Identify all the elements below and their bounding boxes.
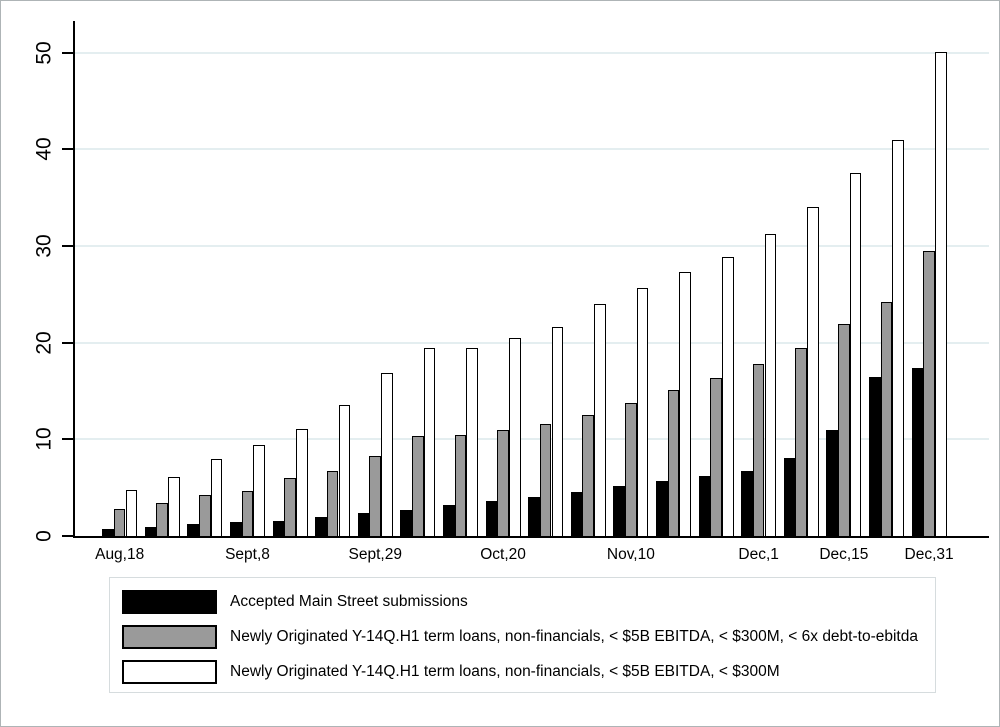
bar-accepted-submissions [783,457,796,536]
bar-y14-all [210,458,223,536]
y-tick-label: 50 [32,40,56,65]
y-gridline [74,341,989,344]
bar-accepted-submissions [869,377,881,536]
bar-y14-under-6x-ebitda [582,415,595,536]
y-tick-label: 10 [32,427,56,452]
x-tick-label: Dec,15 [819,546,869,563]
y-gridline [74,148,989,151]
bar-y14-under-6x-ebitda [710,378,722,536]
legend-label: Newly Originated Y-14Q.H1 term loans, no… [230,628,918,645]
bar-y14-all [636,287,649,536]
bar-accepted-submissions [570,492,583,536]
bar-accepted-submissions [230,522,242,536]
bar-y14-all [594,303,606,536]
x-tick-label: Dec,31 [904,546,954,563]
bar-y14-all [721,256,734,536]
bar-y14-under-6x-ebitda [241,490,254,536]
y-tick-mark [62,244,74,247]
bar-y14-all [125,489,138,536]
bar-y14-under-6x-ebitda [284,477,296,536]
bar-y14-all [807,207,819,536]
y-tick-label: 40 [32,137,56,161]
bar-accepted-submissions [656,480,668,536]
legend-label: Accepted Main Street submissions [230,593,468,610]
bar-y14-all [295,428,308,536]
legend-entry: Accepted Main Street submissions [122,590,468,614]
x-tick-label: Oct,20 [480,546,526,563]
bar-y14-under-6x-ebitda [199,495,211,536]
bar-accepted-submissions [272,520,285,536]
bar-accepted-submissions [826,429,839,536]
bar-y14-under-6x-ebitda [156,503,169,536]
bar-accepted-submissions [187,524,200,536]
bar-accepted-submissions [741,471,753,536]
y-tick-label: 20 [32,330,56,355]
legend-swatch-icon [122,660,217,684]
x-tick-label: Sept,8 [225,546,270,563]
bar-y14-all [551,327,564,536]
y-tick-mark [62,438,74,441]
bar-y14-all [381,372,393,536]
y-gridline [74,244,989,247]
bar-y14-under-6x-ebitda [923,250,935,536]
bar-accepted-submissions [144,527,157,536]
bar-accepted-submissions [400,509,413,536]
bar-y14-all [253,445,265,536]
bar-y14-under-6x-ebitda [454,435,467,536]
bar-accepted-submissions [485,501,498,536]
bar-y14-all [764,234,777,536]
x-tick-label: Nov,10 [606,546,655,563]
legend-label: Newly Originated Y-14Q.H1 term loans, no… [230,663,780,680]
y-gridline [74,51,989,54]
x-axis-line [73,536,989,538]
bar-y14-all [338,404,351,536]
bar-y14-under-6x-ebitda [838,324,850,536]
y-tick-label: 30 [32,234,56,258]
bar-y14-under-6x-ebitda [667,390,680,536]
y-tick-mark [62,51,74,54]
legend-swatch-icon [122,625,217,649]
bar-y14-under-6x-ebitda [113,508,126,536]
bar-y14-all [168,477,180,536]
bar-accepted-submissions [911,367,924,536]
bar-y14-all [466,348,478,536]
y-tick-mark [62,341,74,344]
bar-y14-under-6x-ebitda [752,363,765,536]
bar-y14-under-6x-ebitda [539,423,552,536]
bar-accepted-submissions [315,516,327,536]
bar-accepted-submissions [443,505,455,536]
bar-y14-under-6x-ebitda [625,402,637,536]
y-gridline [74,438,989,441]
bar-accepted-submissions [357,512,370,536]
bar-y14-under-6x-ebitda [326,471,339,536]
y-tick-mark [62,535,74,537]
bar-y14-under-6x-ebitda [880,302,893,536]
x-tick-label: Dec,1 [738,546,779,563]
plot-area: 0 10 20 30 40 50 Aug,18 Sept,8 Sept,29 Oct,20 Nov,… [1,1,999,571]
bar-y14-all [934,51,947,536]
bar-y14-all [849,172,862,536]
bar-accepted-submissions [102,529,114,536]
y-tick-label: 0 [32,530,56,542]
x-tick-label: Sept,29 [348,546,402,563]
bar-y14-under-6x-ebitda [412,436,424,536]
legend-entry: Newly Originated Y-14Q.H1 term loans, no… [122,660,780,684]
y-axis-line [73,21,75,538]
bar-y14-all [892,139,904,536]
bar-y14-under-6x-ebitda [497,429,509,536]
bar-accepted-submissions [698,476,711,536]
y-tick-mark [62,148,74,151]
bar-accepted-submissions [613,485,626,536]
legend: Accepted Main Street submissions Newly Or… [109,577,936,693]
bar-y14-under-6x-ebitda [795,348,808,536]
x-tick-label: Aug,18 [95,546,145,563]
bar-y14-under-6x-ebitda [369,455,382,536]
bar-y14-all [679,272,691,536]
bar-accepted-submissions [528,497,540,536]
legend-entry: Newly Originated Y-14Q.H1 term loans, no… [122,625,918,649]
bar-y14-all [508,337,521,536]
legend-swatch-icon [122,590,217,614]
bar-y14-all [423,348,436,536]
